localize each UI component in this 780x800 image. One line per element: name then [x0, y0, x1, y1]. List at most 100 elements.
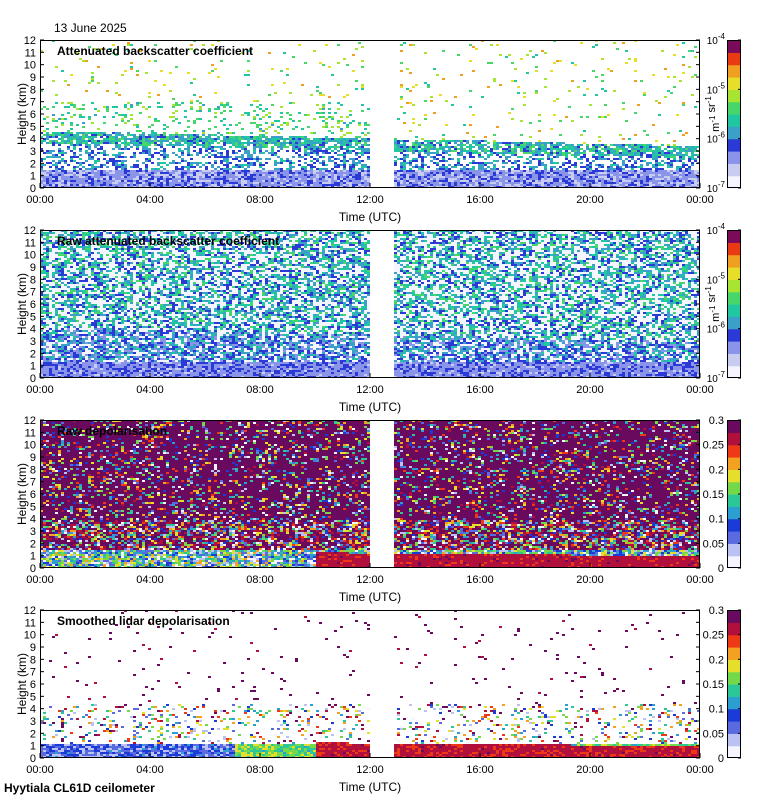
heatmap-cell: [526, 72, 529, 74]
heatmap-cell: [121, 120, 124, 122]
heatmap-cell: [253, 152, 256, 154]
heatmap-cell: [73, 114, 76, 116]
heatmap-cell: [142, 136, 145, 138]
heatmap-cell: [346, 132, 349, 134]
heatmap-cell: [187, 166, 190, 168]
heatmap-cell: [304, 180, 307, 182]
heatmap-cell: [295, 170, 298, 172]
heatmap-cell: [274, 160, 277, 162]
heatmap-cell: [664, 156, 667, 158]
heatmap-cell: [154, 140, 157, 142]
heatmap-cell: [220, 152, 223, 154]
heatmap-cell: [235, 172, 238, 174]
heatmap-cell: [361, 110, 364, 112]
heatmap-cell: [163, 152, 166, 154]
heatmap-cell: [508, 150, 511, 152]
heatmap-cell: [202, 170, 205, 172]
heatmap-cell: [364, 170, 367, 172]
heatmap-cell: [193, 130, 196, 132]
heatmap-cell: [91, 102, 94, 104]
heatmap-cell: [40, 250, 43, 252]
heatmap-cell: [427, 148, 430, 150]
heatmap-cell: [49, 288, 52, 290]
heatmap-cell: [145, 180, 148, 182]
heatmap-cell: [235, 182, 238, 184]
heatmap-cell: [85, 182, 88, 184]
heatmap-cell: [292, 172, 295, 174]
heatmap-cell: [244, 184, 247, 186]
heatmap-cell: [676, 178, 679, 180]
heatmap-cell: [463, 178, 466, 180]
heatmap-cell: [100, 136, 103, 138]
heatmap-cell: [292, 136, 295, 138]
heatmap-cell: [241, 182, 244, 184]
heatmap-cell: [145, 150, 148, 152]
heatmap-cell: [508, 170, 511, 172]
heatmap-cell: [298, 176, 301, 178]
heatmap-cell: [535, 70, 538, 72]
colorbar-segment: [727, 52, 741, 56]
heatmap-cell: [49, 310, 52, 312]
heatmap-cell: [481, 164, 484, 166]
heatmap-cell: [265, 172, 268, 174]
heatmap-cell: [484, 144, 487, 146]
heatmap-cell: [559, 178, 562, 180]
heatmap-cell: [496, 176, 499, 178]
heatmap-cell: [352, 162, 355, 164]
heatmap-cell: [463, 168, 466, 170]
heatmap-cell: [574, 156, 577, 158]
heatmap-cell: [685, 154, 688, 156]
heatmap-cell: [262, 116, 265, 118]
heatmap-cell: [622, 182, 625, 184]
heatmap-cell: [160, 184, 163, 186]
heatmap-cell: [538, 182, 541, 184]
heatmap-cell: [52, 258, 55, 260]
heatmap-cell: [460, 164, 463, 166]
heatmap-cell: [55, 170, 58, 172]
heatmap-cell: [367, 148, 370, 150]
heatmap-cell: [295, 180, 298, 182]
heatmap-cell: [301, 182, 304, 184]
heatmap-cell: [193, 142, 196, 144]
heatmap-cell: [574, 164, 577, 166]
heatmap-cell: [40, 166, 43, 168]
heatmap-cell: [118, 166, 121, 168]
heatmap-cell: [79, 182, 82, 184]
heatmap-cell: [397, 172, 400, 174]
heatmap-cell: [487, 156, 490, 158]
heatmap-cell: [292, 170, 295, 172]
heatmap-cell: [340, 182, 343, 184]
heatmap-cell: [133, 124, 136, 126]
heatmap-cell: [469, 176, 472, 178]
heatmap-cell: [637, 104, 640, 106]
heatmap-cell: [115, 154, 118, 156]
heatmap-cell: [112, 148, 115, 150]
heatmap-cell: [415, 146, 418, 148]
heatmap-cell: [682, 72, 685, 74]
heatmap-cell: [49, 276, 52, 278]
heatmap-cell: [289, 92, 292, 94]
heatmap-cell: [61, 178, 64, 180]
heatmap-cell: [337, 122, 340, 124]
heatmap-cell: [190, 176, 193, 178]
heatmap-cell: [205, 180, 208, 182]
heatmap-cell: [298, 172, 301, 174]
heatmap-cell: [199, 148, 202, 150]
heatmap-cell: [223, 176, 226, 178]
heatmap-cell: [202, 138, 205, 140]
heatmap-cell: [469, 182, 472, 184]
heatmap-cell: [505, 148, 508, 150]
heatmap-cell: [274, 178, 277, 180]
heatmap-cell: [235, 124, 238, 126]
heatmap-cell: [133, 156, 136, 158]
heatmap-cell: [553, 166, 556, 168]
heatmap-cell: [688, 66, 691, 68]
heatmap-cell: [46, 372, 49, 374]
heatmap-cell: [496, 180, 499, 182]
heatmap-cell: [358, 152, 361, 154]
heatmap-cell: [115, 144, 118, 146]
heatmap-cell: [691, 158, 694, 160]
heatmap-cell: [52, 154, 55, 156]
heatmap-cell: [610, 174, 613, 176]
heatmap-cell: [559, 120, 562, 122]
